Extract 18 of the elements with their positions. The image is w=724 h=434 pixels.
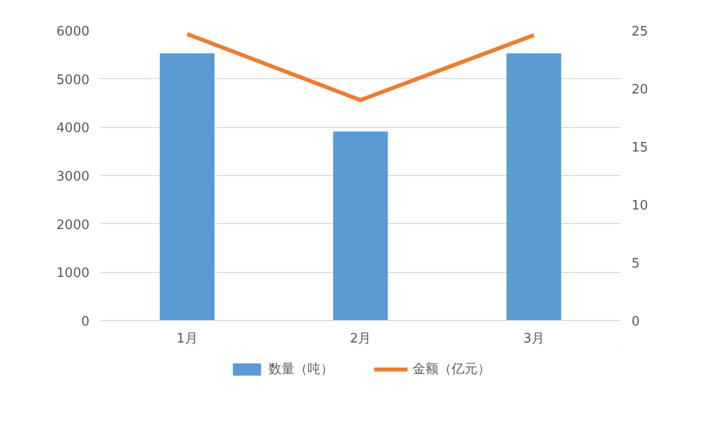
y2-tick-label: 20 [632,82,648,98]
y-tick-label: 5000 [56,72,90,88]
y-tick-label: 0 [81,314,90,330]
y2-tick-label: 5 [632,256,640,272]
y-tick-label: 1000 [56,266,90,282]
y2-tick-label: 0 [632,314,640,330]
y2-tick-label: 25 [632,24,648,40]
y2-tick-label: 15 [632,140,648,156]
legend-label: 数量（吨） [268,361,334,378]
x-tick-label: 2月 [350,332,372,346]
legend-label: 金额（亿元） [412,361,490,378]
y-tick-label: 3000 [56,170,90,184]
y-tick-label: 4000 [56,121,90,136]
y2-tick-label: 10 [632,198,648,214]
y-tick-label: 6000 [56,24,90,40]
y-tick-label: 2000 [56,218,90,233]
x-tick-label: 3月 [523,332,544,346]
x-tick-label: 1月 [176,332,198,346]
